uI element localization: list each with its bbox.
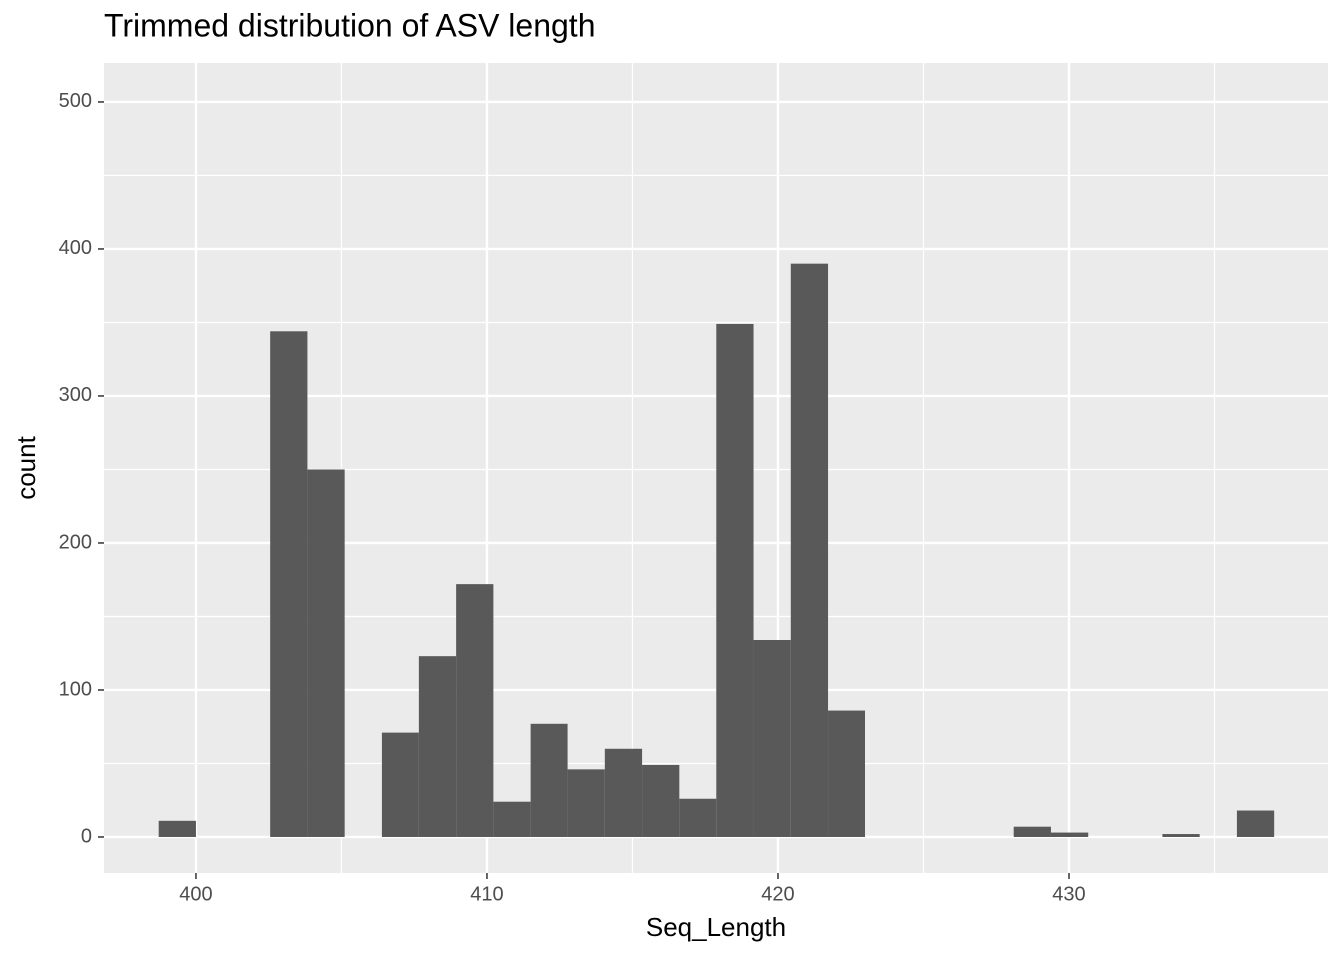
bar	[456, 584, 494, 837]
bar	[530, 723, 568, 837]
y-tick-label: 200	[59, 531, 92, 553]
bar	[753, 639, 791, 837]
y-tick-label: 100	[59, 678, 92, 700]
y-axis-title: count	[11, 435, 41, 499]
x-tick-label: 430	[1052, 883, 1085, 905]
bar	[1050, 832, 1089, 837]
y-tick-label: 300	[59, 384, 92, 406]
bar	[158, 820, 196, 837]
x-tick-label: 400	[179, 883, 212, 905]
bar	[381, 732, 419, 837]
bar	[828, 710, 865, 837]
chart-title: Trimmed distribution of ASV length	[104, 7, 595, 43]
x-tick-label: 420	[761, 883, 794, 905]
y-tick-label: 500	[59, 90, 92, 112]
bar	[604, 748, 643, 837]
bar	[307, 469, 345, 837]
bar	[270, 331, 308, 837]
y-tick-label: 0	[81, 825, 92, 847]
bar	[567, 769, 605, 837]
y-tick-label: 400	[59, 237, 92, 259]
bar	[642, 764, 680, 837]
bar	[418, 656, 457, 837]
bar	[1162, 834, 1200, 837]
bar	[1236, 810, 1275, 837]
x-axis-title: Seq_Length	[646, 912, 786, 942]
bar	[1013, 826, 1051, 837]
bar	[679, 798, 717, 837]
bar	[493, 801, 531, 837]
bar	[716, 323, 754, 837]
bar	[790, 263, 829, 837]
x-tick-label: 410	[470, 883, 503, 905]
